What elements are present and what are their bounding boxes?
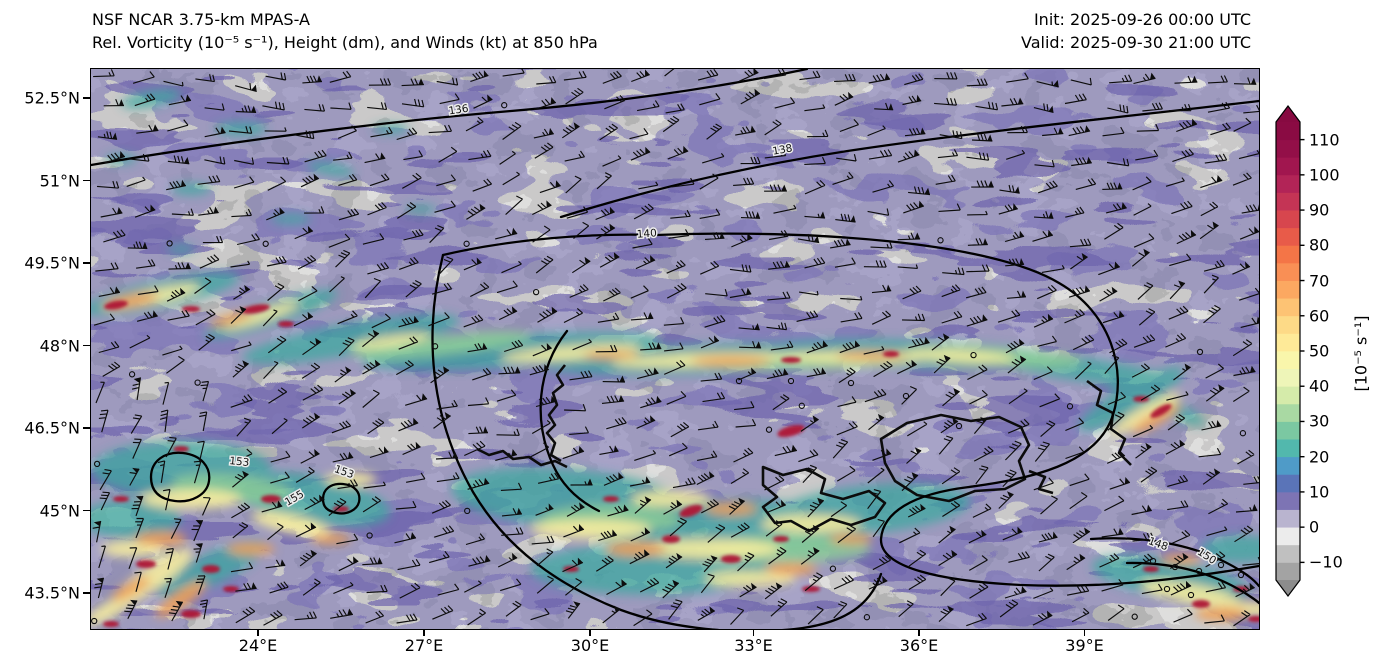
colorbar-tick-label: 70: [1309, 271, 1330, 291]
contour-label: 153: [229, 455, 250, 469]
y-tick-mark: [83, 179, 90, 182]
y-tick-mark: [83, 427, 90, 429]
colorbar: [1275, 105, 1305, 597]
contour-label: 136: [448, 103, 470, 118]
colorbar-tick-label: 100: [1309, 165, 1340, 185]
time-block: Init: 2025-09-26 00:00 UTC Valid: 2025-0…: [1021, 8, 1251, 54]
colorbar-tick-label: 10: [1309, 482, 1330, 502]
title-block: NSF NCAR 3.75-km MPAS-A Rel. Vorticity (…: [92, 8, 598, 54]
model-title: NSF NCAR 3.75-km MPAS-A: [92, 10, 310, 29]
y-tick-label: 49.5°N: [24, 253, 80, 273]
x-tick-mark: [918, 630, 920, 636]
map-canvas: 136 138 140 153 155 153 148 150: [91, 69, 1259, 629]
x-tick-mark: [589, 630, 591, 636]
colorbar-tick-label: 40: [1309, 376, 1330, 396]
height-contours: [91, 69, 1259, 629]
contour-label: 138: [772, 142, 794, 157]
x-tick-label: 36°E: [899, 636, 939, 655]
wind-barbs-layer: [91, 69, 1259, 627]
y-tick-mark: [83, 97, 90, 99]
y-tick-mark: [83, 592, 90, 594]
colorbar-tick-label: 60: [1309, 306, 1330, 326]
y-tick-mark: [83, 262, 90, 264]
x-tick-mark: [257, 630, 259, 636]
contour-label: 140: [636, 227, 657, 240]
y-tick-mark: [83, 509, 90, 512]
colorbar-tick-label: 20: [1309, 447, 1330, 467]
y-tick-label: 51°N: [39, 171, 80, 190]
x-tick-label: 27°E: [404, 636, 444, 655]
colorbar-tick-label: 30: [1309, 411, 1330, 431]
x-tick-label: 39°E: [1065, 636, 1104, 655]
x-tick-mark: [752, 630, 755, 636]
colorbar-tick-label: 90: [1309, 200, 1330, 220]
y-tick-label: 43.5°N: [24, 583, 80, 603]
vorticity-red-maxima: [103, 300, 1259, 627]
valid-time: Valid: 2025-09-30 21:00 UTC: [1020, 33, 1251, 52]
field-subtitle: Rel. Vorticity (10⁻⁵ s⁻¹), Height (dm), …: [92, 33, 598, 52]
colorbar-tick-label: 110: [1309, 130, 1340, 150]
colorbar-tick-label: 80: [1309, 235, 1330, 255]
x-tick-label: 24°E: [238, 636, 278, 655]
x-tick-label: 30°E: [570, 636, 610, 655]
y-tick-label: 52.5°N: [24, 88, 80, 108]
init-time: Init: 2025-09-26 00:00 UTC: [1033, 10, 1251, 29]
map-plot-area: 136 138 140 153 155 153 148 150: [90, 68, 1260, 630]
colorbar-tick-label: −10: [1309, 552, 1343, 572]
colorbar-tick-label: 50: [1309, 341, 1330, 361]
colorbar-tick-label: 0: [1309, 517, 1320, 537]
y-tick-label: 48°N: [39, 336, 80, 355]
colorbar-units-label: [10⁻⁵ s⁻¹]: [1351, 315, 1371, 392]
x-tick-label: 33°E: [734, 636, 773, 655]
x-tick-mark: [423, 630, 425, 636]
y-tick-label: 45°N: [39, 501, 80, 520]
y-tick-mark: [83, 344, 90, 347]
y-tick-label: 46.5°N: [24, 418, 80, 438]
x-tick-mark: [1083, 630, 1086, 636]
